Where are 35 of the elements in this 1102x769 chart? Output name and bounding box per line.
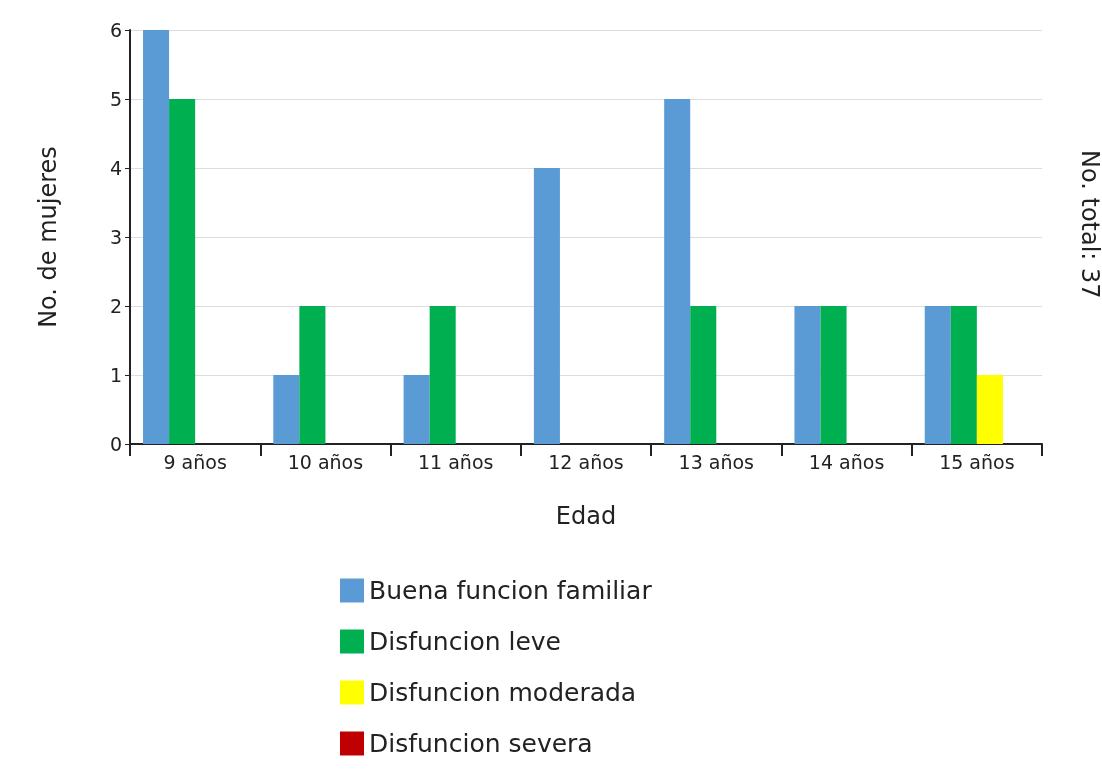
x-axis-title: Edad: [555, 502, 617, 530]
legend-label: Disfuncion moderada: [369, 678, 637, 707]
x-tick-label: 12 años: [548, 450, 624, 473]
bar: [403, 375, 430, 444]
bar: [533, 168, 560, 444]
bar: [950, 306, 977, 444]
x-tick-label: 13 años: [678, 450, 754, 473]
x-tick-label: 10 años: [287, 450, 364, 473]
x-tick-label: 15 años: [939, 450, 1015, 473]
bar: [299, 306, 326, 444]
y-tick-label: 6: [109, 19, 122, 41]
bar: [820, 306, 847, 444]
bar: [664, 99, 691, 444]
x-tick-label: 9 años: [163, 450, 227, 473]
legend-label: Disfuncion severa: [369, 729, 593, 758]
bar: [273, 375, 300, 444]
y-tick-label: 2: [109, 295, 122, 317]
bar: [429, 306, 456, 444]
y-tick-label: 1: [109, 364, 122, 386]
y-tick-label: 5: [109, 88, 122, 110]
bar: [690, 306, 717, 444]
bar: [143, 30, 170, 444]
legend-label: Disfuncion leve: [369, 627, 561, 656]
x-tick-label: 11 años: [418, 450, 494, 473]
y-tick-label: 3: [109, 226, 122, 248]
bar: [794, 306, 821, 444]
bar: [976, 375, 1003, 444]
y-tick-label: 4: [109, 157, 122, 179]
x-tick-label: 14 años: [808, 450, 885, 473]
bar: [924, 306, 951, 444]
text: No. total: 37: [1076, 150, 1102, 299]
legend-label: Buena funcion familiar: [369, 576, 653, 605]
y-axis-title: No. de mujeres: [34, 146, 62, 328]
y-tick-label: 0: [109, 433, 122, 455]
bar: [169, 99, 196, 444]
